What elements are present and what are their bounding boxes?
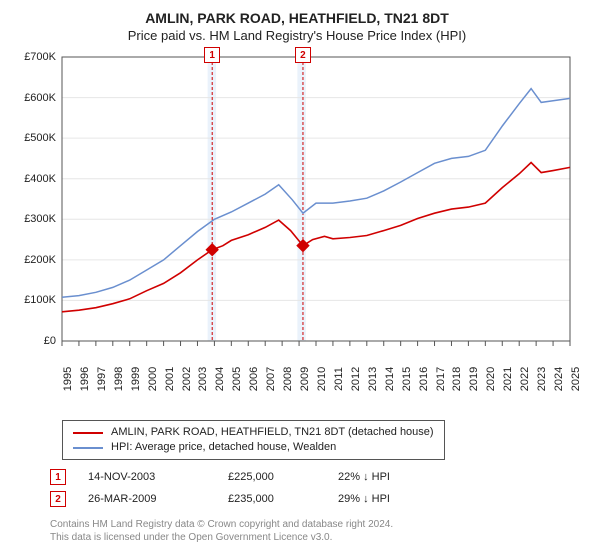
chart-annotation-marker: 1 (204, 47, 220, 63)
x-tick-label: 1999 (130, 367, 142, 391)
x-tick-label: 2004 (214, 367, 226, 391)
x-tick-label: 2001 (164, 367, 176, 391)
x-tick-label: 2011 (333, 367, 345, 391)
y-tick-label: £500K (16, 132, 56, 144)
cell-delta: 29% ↓ HPI (338, 493, 458, 505)
x-tick-label: 1995 (62, 367, 74, 391)
page-subtitle: Price paid vs. HM Land Registry's House … (14, 28, 580, 43)
x-tick-label: 2016 (418, 367, 430, 391)
legend-label: HPI: Average price, detached house, Weal… (111, 440, 336, 455)
x-tick-label: 2025 (570, 367, 582, 391)
x-tick-label: 2014 (384, 367, 396, 391)
cell-date: 26-MAR-2009 (88, 493, 228, 505)
x-tick-label: 1997 (96, 367, 108, 391)
x-tick-label: 2013 (367, 367, 379, 391)
row-marker: 2 (50, 491, 66, 507)
x-tick-label: 2015 (401, 367, 413, 391)
x-tick-label: 2024 (553, 367, 565, 391)
row-marker: 1 (50, 469, 66, 485)
cell-delta: 22% ↓ HPI (338, 471, 458, 483)
table-row: 1 14-NOV-2003£225,00022% ↓ HPI (50, 466, 458, 488)
x-tick-label: 2019 (468, 367, 480, 391)
x-tick-label: 2005 (231, 367, 243, 391)
legend-swatch (73, 447, 103, 449)
legend-row: AMLIN, PARK ROAD, HEATHFIELD, TN21 8DT (… (73, 425, 434, 440)
x-tick-label: 2008 (282, 367, 294, 391)
x-tick-label: 2007 (265, 367, 277, 391)
y-tick-label: £600K (16, 92, 56, 104)
x-tick-label: 2006 (248, 367, 260, 391)
attribution: Contains HM Land Registry data © Crown c… (50, 518, 393, 544)
y-tick-label: £200K (16, 254, 56, 266)
cell-price: £235,000 (228, 493, 338, 505)
x-tick-label: 2022 (519, 367, 531, 391)
x-tick-label: 2002 (181, 367, 193, 391)
table-row: 2 26-MAR-2009£235,00029% ↓ HPI (50, 488, 458, 510)
legend: AMLIN, PARK ROAD, HEATHFIELD, TN21 8DT (… (62, 420, 445, 460)
x-tick-label: 2020 (485, 367, 497, 391)
cell-date: 14-NOV-2003 (88, 471, 228, 483)
chart-annotation-marker: 2 (295, 47, 311, 63)
attribution-line: This data is licensed under the Open Gov… (50, 531, 393, 544)
y-tick-label: £0 (16, 335, 56, 347)
x-tick-label: 2010 (316, 367, 328, 391)
page-title: AMLIN, PARK ROAD, HEATHFIELD, TN21 8DT (14, 10, 580, 26)
data-table: 1 14-NOV-2003£225,00022% ↓ HPI 2 26-MAR-200… (50, 466, 458, 510)
x-tick-label: 1996 (79, 367, 91, 391)
x-tick-label: 2021 (502, 367, 514, 391)
x-tick-label: 1998 (113, 367, 125, 391)
chart-container: £0 £100K £200K £300K £400K £500K £600K £700K 199… (14, 49, 576, 389)
legend-row: HPI: Average price, detached house, Weal… (73, 440, 434, 455)
x-tick-label: 2018 (451, 367, 463, 391)
x-tick-label: 2023 (536, 367, 548, 391)
cell-price: £225,000 (228, 471, 338, 483)
legend-label: AMLIN, PARK ROAD, HEATHFIELD, TN21 8DT (… (111, 425, 434, 440)
y-tick-label: £100K (16, 294, 56, 306)
x-tick-label: 2017 (435, 367, 447, 391)
y-tick-label: £300K (16, 213, 56, 225)
x-tick-label: 2003 (197, 367, 209, 391)
x-tick-label: 2000 (147, 367, 159, 391)
x-tick-label: 2009 (299, 367, 311, 391)
x-tick-label: 2012 (350, 367, 362, 391)
legend-swatch (73, 432, 103, 434)
attribution-line: Contains HM Land Registry data © Crown c… (50, 518, 393, 531)
y-tick-label: £700K (16, 51, 56, 63)
y-tick-label: £400K (16, 173, 56, 185)
